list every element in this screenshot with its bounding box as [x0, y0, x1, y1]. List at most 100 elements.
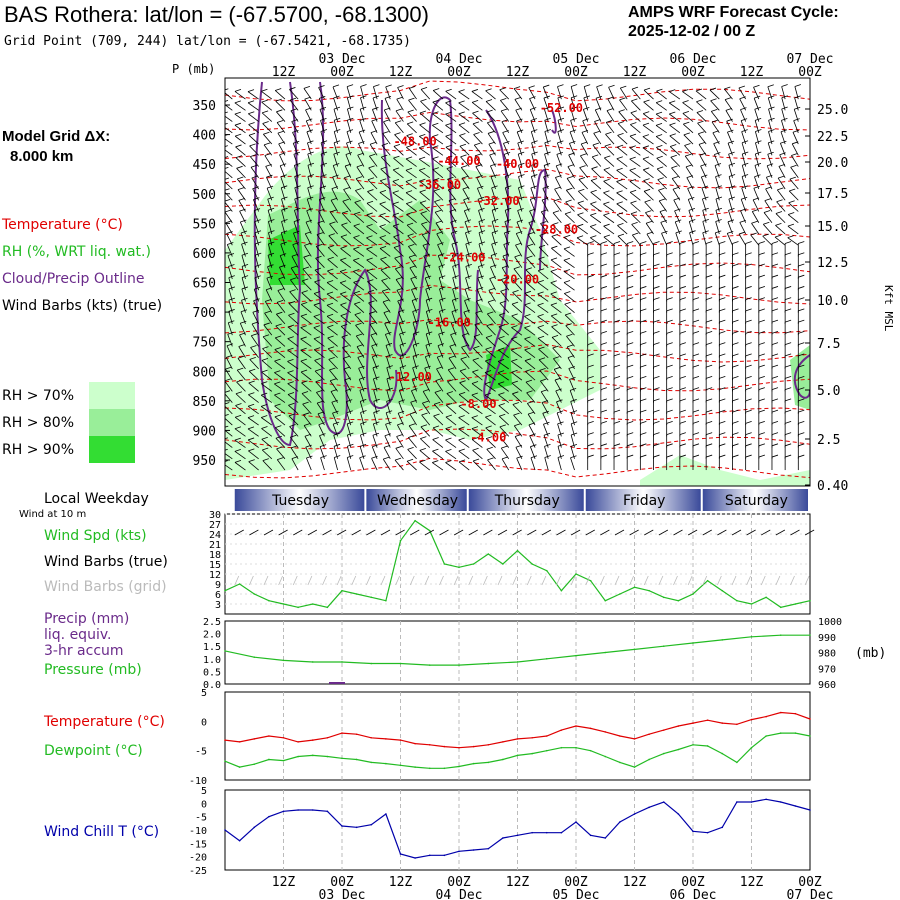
wind-barb-flag [330, 197, 338, 201]
wind-barb-flag [503, 151, 511, 155]
wind-chill-line-point [736, 801, 738, 803]
wind-barb [473, 134, 483, 145]
wind-barb-flag [528, 85, 535, 89]
wind-barb [355, 190, 365, 201]
wind-barb-flag [319, 433, 326, 436]
wind-barb-flag [785, 342, 792, 346]
wind-barb-flag [640, 375, 647, 379]
wind-barb [449, 346, 457, 358]
wind-barb-flag [392, 201, 399, 205]
wind-barb-flag [530, 197, 537, 200]
wind-barb [488, 290, 496, 302]
dewpoint-line-point [706, 745, 709, 747]
wind-barb [723, 88, 733, 100]
wind-barb [432, 450, 444, 460]
wind-barb-flag [458, 459, 466, 463]
wind-barb-flag [544, 106, 551, 110]
wind-barb-flag [410, 276, 417, 279]
wind-barb-flag [564, 301, 571, 305]
wind-barb-flag [280, 241, 287, 245]
wind-barb-flag [305, 444, 312, 448]
wind-barb-flag [227, 331, 234, 335]
temperature-line-point [297, 741, 299, 743]
wind-barb [381, 280, 391, 291]
wind-barb-flag [281, 230, 288, 234]
wind-barb-flag [600, 286, 607, 289]
wind-speed-line-point [619, 593, 621, 595]
wind-barb [616, 158, 628, 167]
wind-barb-flag [732, 297, 739, 301]
wind-barb-flag [653, 274, 660, 278]
grid-wind-barb [658, 575, 664, 586]
wind-barb-flag [408, 97, 415, 101]
wind-barb-flag [264, 310, 271, 314]
wind-barb-flag [437, 354, 444, 358]
wind-barb-flag [584, 84, 591, 87]
wind-barb-flag [419, 110, 427, 114]
dewpoint-line-point [794, 732, 797, 734]
wind-barb [300, 349, 312, 358]
wind-barb-flag [781, 117, 788, 121]
wind-barb-flag [276, 446, 283, 450]
top-hour-label: 12Z [740, 65, 764, 80]
wind-barb-flag [673, 197, 680, 201]
wind-barb [274, 360, 286, 370]
wind-barb [355, 178, 365, 190]
wind-barb-flag [408, 254, 416, 258]
wind-barb-flag [225, 437, 229, 440]
wind-barb-flag [372, 444, 379, 448]
wind-barb-flag [529, 433, 536, 437]
wind-barb-flag [432, 156, 439, 160]
wind-barb-flag [798, 409, 805, 413]
wind-barb-flag [450, 332, 457, 336]
wind-barb-flag [570, 410, 578, 413]
wind-barb-flag [225, 209, 232, 213]
wind-barb-flag [679, 409, 686, 413]
wind-barb-flag [436, 231, 443, 235]
wind-barb [570, 457, 575, 471]
wind-barb-flag [732, 252, 739, 256]
wind-barb [616, 146, 628, 156]
wind-barb-flag [425, 342, 432, 346]
wind-speed-line-point [414, 519, 416, 522]
wind-barb [434, 392, 444, 403]
y-tick-label: 980 [818, 649, 836, 660]
wind-barb-flag [758, 432, 765, 435]
wind-barb [473, 144, 483, 156]
wind-chill-line-point [692, 830, 694, 833]
wind-barb-flag [627, 241, 634, 244]
wind-barb-flag [478, 264, 485, 267]
wind-barb [656, 157, 667, 167]
wind-barb-flag [771, 398, 779, 402]
wind-barb-flag [563, 246, 571, 250]
wind-barb-flag [421, 412, 428, 416]
precip-tick-label: 0.5 [203, 667, 221, 678]
wind-barb-flag [600, 387, 607, 390]
wind-barb-flag [613, 409, 621, 413]
wind-barb-flag [643, 188, 651, 192]
wind-barb-flag [359, 118, 366, 121]
wind-barb-flag [347, 443, 354, 447]
wind-barb [445, 416, 457, 426]
wind-barb-flag [745, 353, 752, 357]
wind-barb [445, 135, 457, 145]
wind-barb [287, 338, 299, 347]
wind-barb-flag [758, 387, 765, 390]
wind-barb [631, 88, 641, 100]
wind-barb [313, 293, 325, 302]
wind-barb-flag [476, 298, 483, 302]
wind-barb [501, 267, 510, 280]
temperature-line-point [589, 727, 592, 730]
wind-barb-flag [732, 308, 739, 312]
wind-barb-flag [719, 297, 726, 301]
wind-barb-flag [250, 345, 257, 348]
wind-barb [551, 326, 562, 336]
legend-dewpoint: Dewpoint (°C) [44, 743, 143, 759]
wind-barb-flag [253, 298, 260, 302]
wind-barb-flag [692, 387, 700, 390]
wind-barb-flag [347, 455, 354, 458]
wind-barb-flag [576, 235, 584, 239]
wind-barb-flag [706, 432, 713, 435]
wind-barb [512, 292, 523, 302]
